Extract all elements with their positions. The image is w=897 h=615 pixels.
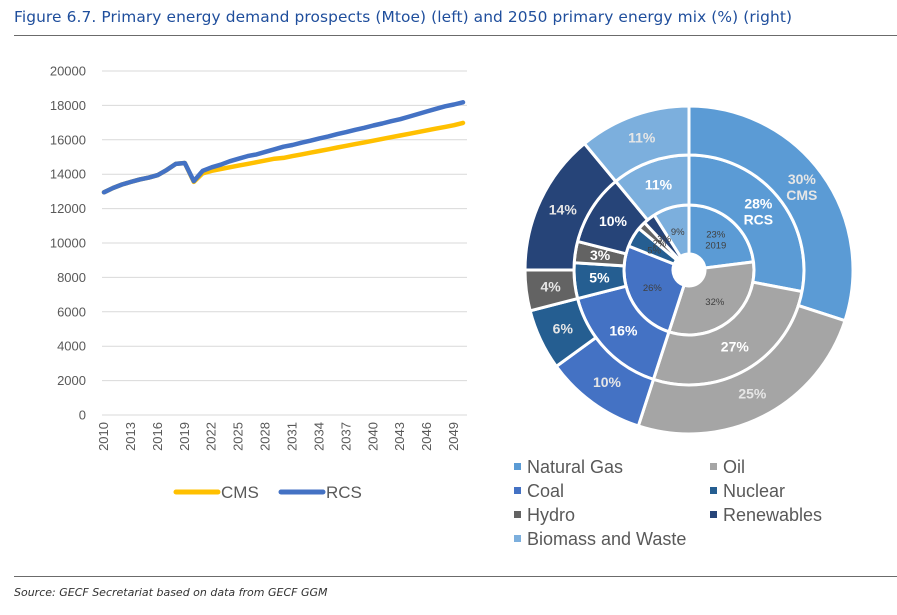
y-tick-label: 4000 xyxy=(57,339,86,354)
x-tick-label: 2016 xyxy=(150,422,165,451)
slice-label: 30% xyxy=(788,171,817,187)
slice-label: 26% xyxy=(643,283,663,294)
donut-chart: 23%201932%26%5%2%3%9%28%RCS27%16%5%3%10%… xyxy=(514,104,855,549)
slice-label: 3% xyxy=(590,247,611,263)
slice-label: 3% xyxy=(657,234,671,245)
slice-label: 11% xyxy=(628,130,656,146)
figure-title: Figure 6.7. Primary energy demand prospe… xyxy=(14,8,793,26)
donut-hole xyxy=(673,254,705,286)
y-tick-label: 12000 xyxy=(50,201,86,216)
source-divider xyxy=(14,576,897,577)
x-tick-label: 2034 xyxy=(311,422,326,451)
legend-swatch-coal xyxy=(514,487,521,494)
x-tick-label: 2031 xyxy=(284,422,299,451)
x-tick-label: 2013 xyxy=(123,422,138,451)
y-tick-label: 0 xyxy=(79,408,86,423)
series-line-rcs xyxy=(101,100,466,195)
slice-label: 10% xyxy=(593,374,622,390)
legend-label-cms: CMS xyxy=(221,483,259,502)
slice-label: 11% xyxy=(645,176,673,192)
ring-label-cms: CMS xyxy=(786,187,817,203)
x-tick-label: 2028 xyxy=(258,422,273,451)
x-tick-label: 2010 xyxy=(96,422,111,451)
slice-label: 14% xyxy=(549,202,578,218)
y-tick-label: 16000 xyxy=(50,132,86,147)
legend-label-hydro: Hydro xyxy=(527,505,575,525)
legend-swatch-nuclear xyxy=(710,487,717,494)
y-tick-label: 8000 xyxy=(57,270,86,285)
slice-label: 4% xyxy=(540,278,561,294)
x-tick-label: 2043 xyxy=(392,422,407,451)
x-tick-label: 2049 xyxy=(446,422,461,451)
legend-label-natural-gas: Natural Gas xyxy=(527,457,623,477)
x-tick-label: 2037 xyxy=(338,422,353,451)
slice-label: 23% xyxy=(706,230,726,241)
legend-label-biomass-and-waste: Biomass and Waste xyxy=(527,529,686,549)
legend-label-rcs: RCS xyxy=(326,483,362,502)
x-tick-label: 2025 xyxy=(231,422,246,451)
series-line-cms xyxy=(101,120,466,195)
legend-label-coal: Coal xyxy=(527,481,564,501)
slice-cms-biomass-and-waste xyxy=(582,104,691,184)
legend-label-oil: Oil xyxy=(723,457,745,477)
x-tick-label: 2046 xyxy=(419,422,434,451)
legend-swatch-renewables xyxy=(710,511,717,518)
legend-swatch-natural-gas xyxy=(514,463,521,470)
slice-label: 9% xyxy=(671,227,685,238)
ring-label-rcs: RCS xyxy=(744,212,774,228)
slice-label: 5% xyxy=(589,269,610,285)
line-chart: 0 2000 4000 6000 8000 10000 12000 14000 16000 180… xyxy=(50,64,467,502)
slice-label: 6% xyxy=(553,320,574,336)
ring-label-2019: 2019 xyxy=(705,241,726,252)
slice-label: 25% xyxy=(738,385,767,401)
slice-label: 10% xyxy=(599,213,628,229)
source-note: Source: GECF Secretariat based on data f… xyxy=(14,586,328,599)
pie-legend: Natural Gas Oil Coal Nuclear Hydro Renewables… xyxy=(514,457,822,549)
y-tick-label: 2000 xyxy=(57,373,86,388)
y-tick-label: 20000 xyxy=(50,64,86,79)
slice-label: 2% xyxy=(653,238,667,249)
x-tick-label: 2040 xyxy=(365,422,380,451)
y-tick-label: 10000 xyxy=(50,236,86,251)
legend-label-renewables: Renewables xyxy=(723,505,822,525)
slice-label: 28% xyxy=(744,196,773,212)
legend-swatch-biomass-and-waste xyxy=(514,535,521,542)
slice-label: 5% xyxy=(647,245,661,256)
legend-swatch-hydro xyxy=(514,511,521,518)
line-legend: CMS RCS xyxy=(173,483,362,502)
legend-label-nuclear: Nuclear xyxy=(723,481,785,501)
slice-label: 27% xyxy=(721,338,750,354)
x-tick-label: 2022 xyxy=(204,422,219,451)
y-tick-label: 14000 xyxy=(50,167,86,182)
slice-label: 32% xyxy=(705,297,725,308)
y-tick-label: 18000 xyxy=(50,98,86,113)
legend-swatch-oil xyxy=(710,463,717,470)
title-divider xyxy=(14,35,897,36)
x-tick-label: 2019 xyxy=(177,422,192,451)
y-tick-label: 6000 xyxy=(57,304,86,319)
slice-label: 16% xyxy=(609,323,638,339)
